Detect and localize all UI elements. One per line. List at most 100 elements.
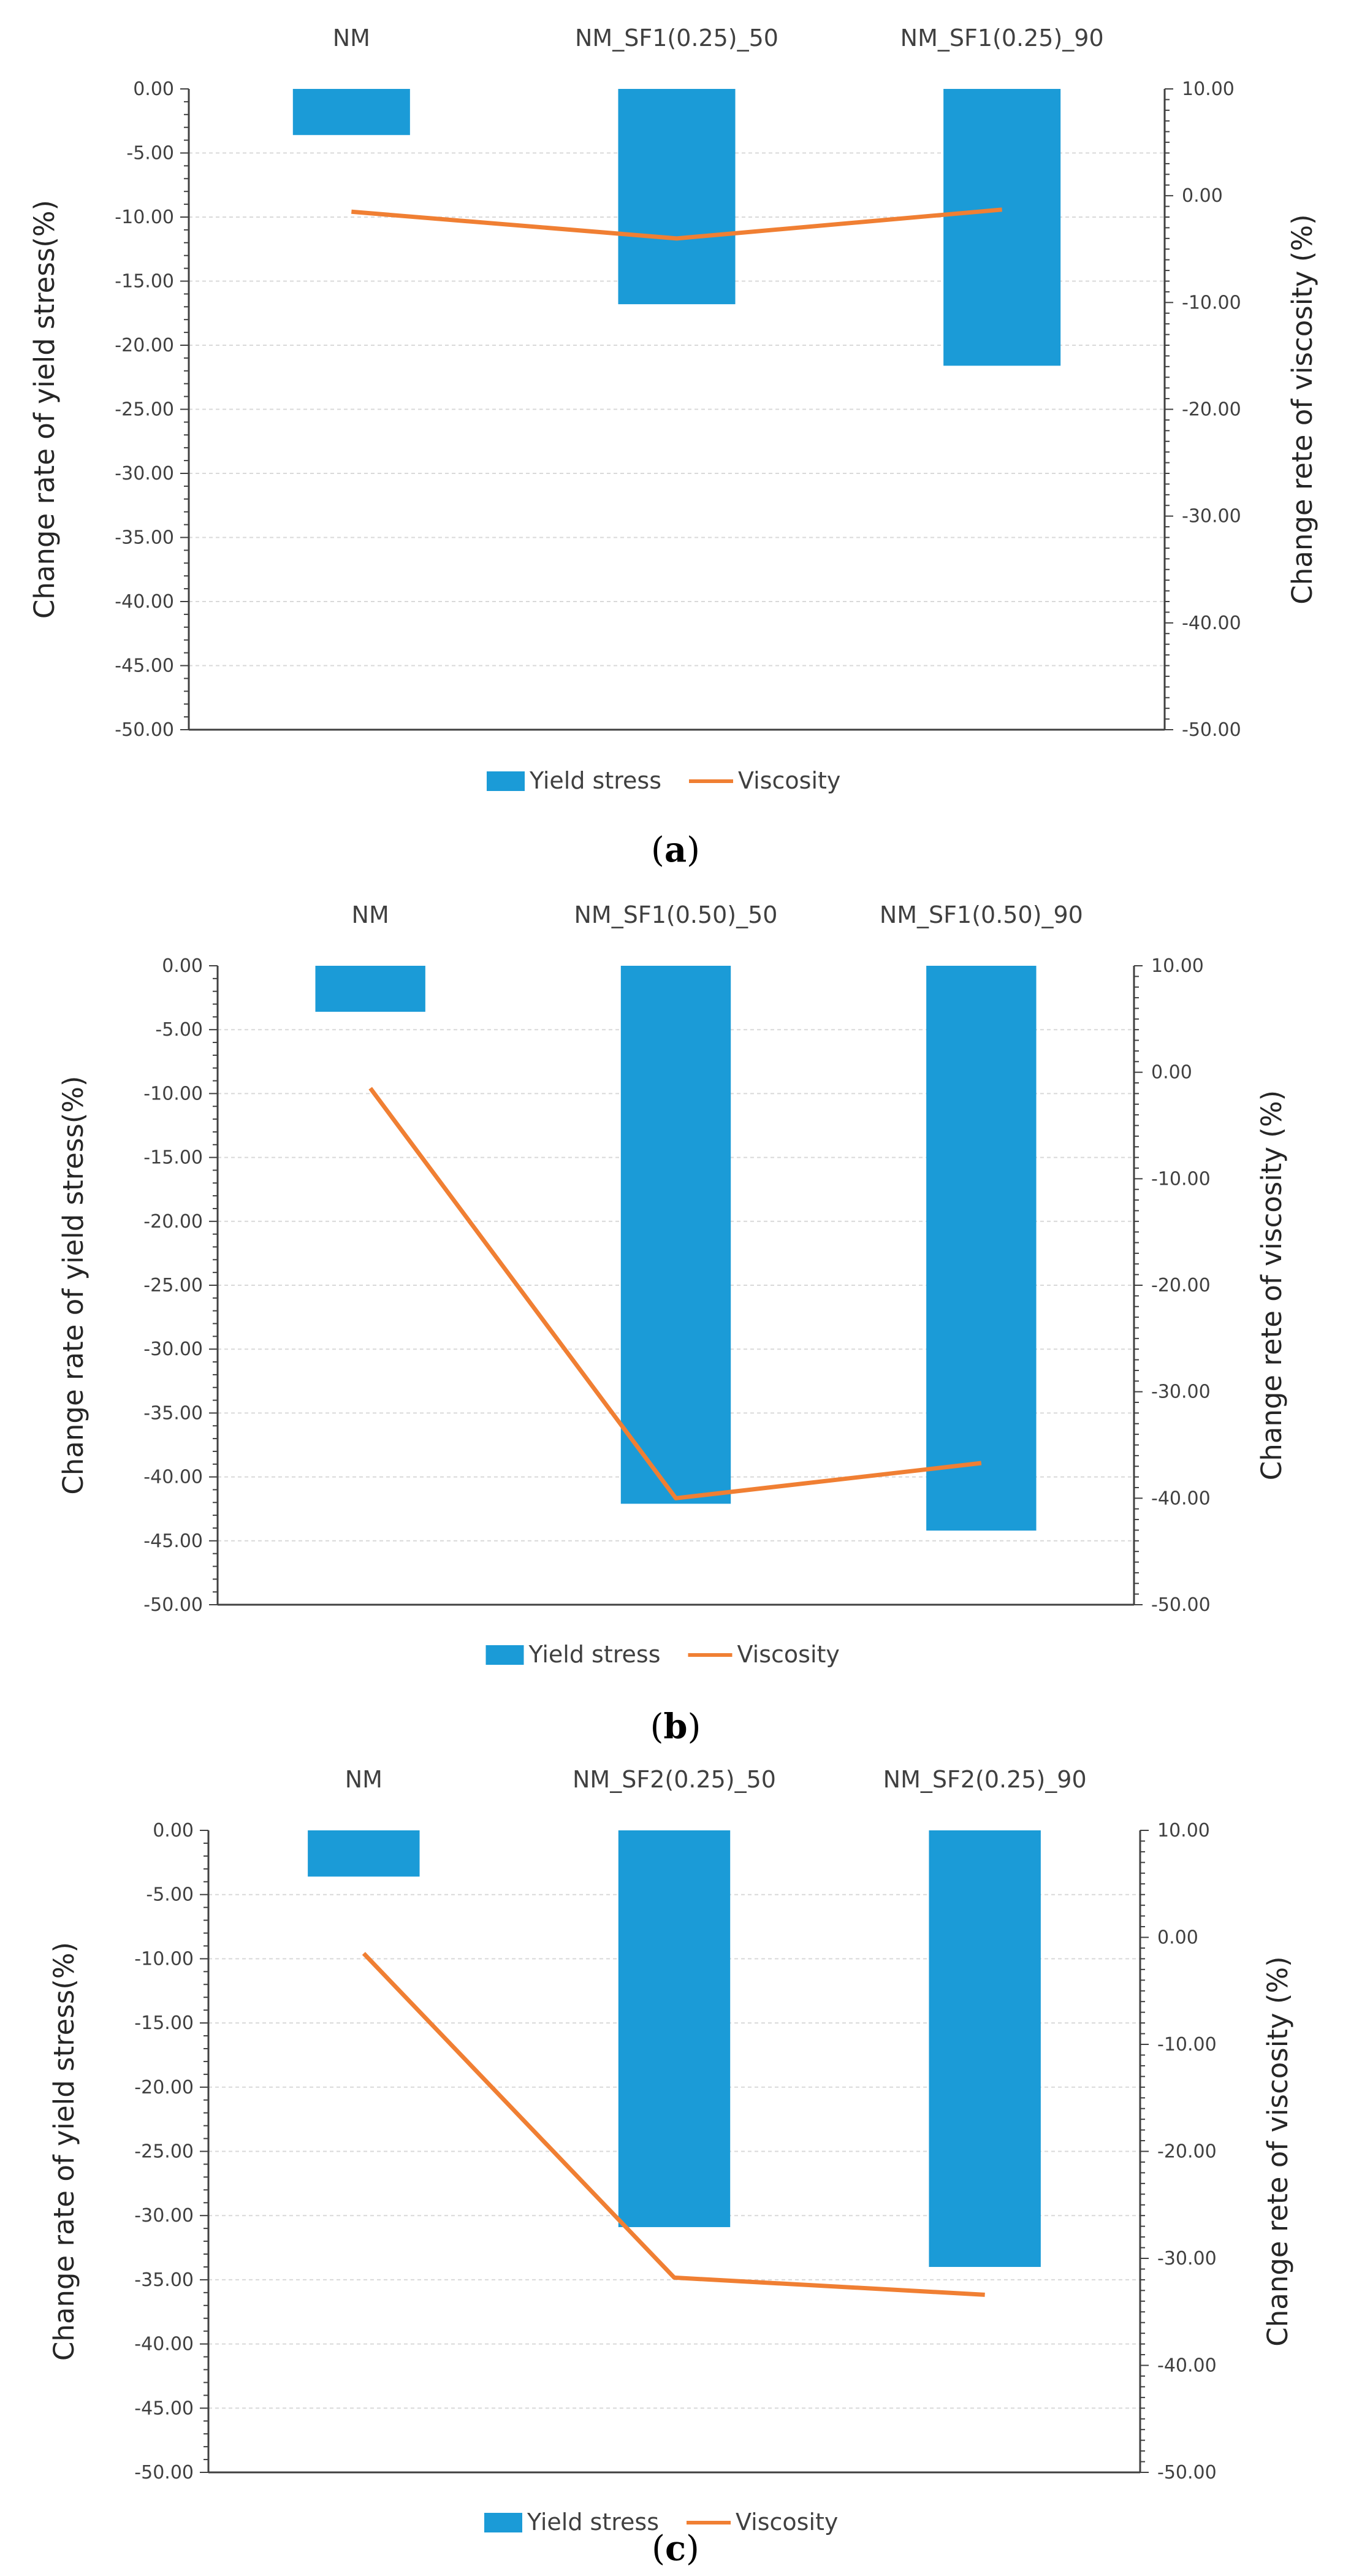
bar-yield-stress <box>315 966 425 1012</box>
y-axis-title: Change rate of yield stress(%) <box>28 200 61 619</box>
left-tick-label: -30.00 <box>134 2205 194 2226</box>
panel-label-close-paren: ) <box>687 830 700 870</box>
panel-label-close-paren: ) <box>688 1707 701 1747</box>
left-tick-label: 0.00 <box>162 955 203 977</box>
right-tick-label: -40.00 <box>1151 1488 1211 1509</box>
panel-label-close-paren: ) <box>686 2529 699 2569</box>
category-label: NM_SF1(0.25)_90 <box>900 25 1104 52</box>
chart-panel-a: 0.00 -5.00 -10.00 -15.00 -20.00 -25.00 -30.00 -… <box>28 25 1319 870</box>
right-tick-label: -10.00 <box>1151 1168 1211 1190</box>
y2-axis-title: Change rete of viscosity (%) <box>1286 214 1319 604</box>
y-axis-title: Change rate of yield stress(%) <box>57 1076 89 1494</box>
panel-label-open-paren: ( <box>651 830 664 870</box>
left-tick-label: -25.00 <box>143 1275 203 1296</box>
right-tick-label: -30.00 <box>1182 506 1241 527</box>
left-tick-label: -15.00 <box>134 2012 194 2034</box>
left-tick-label: -5.00 <box>126 143 174 164</box>
panel-label-open-paren: ( <box>652 2529 665 2569</box>
right-tick-label: -20.00 <box>1182 399 1241 421</box>
bar-yield-stress <box>620 966 731 1504</box>
left-tick-label: -40.00 <box>134 2334 194 2355</box>
left-tick-label: 0.00 <box>133 78 174 100</box>
bar-yield-stress <box>618 1830 731 2228</box>
left-tick-label: -35.00 <box>143 1402 203 1424</box>
right-tick-label: 0.00 <box>1182 185 1223 207</box>
right-tick-label: -30.00 <box>1157 2248 1217 2269</box>
left-tick-label: -30.00 <box>143 1339 203 1360</box>
left-tick-label: -20.00 <box>134 2077 194 2098</box>
y-axis-title: Change rate of yield stress(%) <box>48 1942 80 2361</box>
right-tick-label: -50.00 <box>1151 1594 1211 1616</box>
left-tick-label: -10.00 <box>134 1948 194 1970</box>
left-tick-label: -50.00 <box>115 719 174 741</box>
y2-axis-title: Change rete of viscosity (%) <box>1262 1956 1294 2346</box>
category-label: NM <box>345 1766 382 1793</box>
y2-axis-title: Change rete of viscosity (%) <box>1255 1090 1288 1480</box>
left-tick-label: -25.00 <box>134 2141 194 2163</box>
left-tick-label: -40.00 <box>143 1467 203 1488</box>
legend-label-viscosity: Viscosity <box>738 767 840 794</box>
left-tick-label: -10.00 <box>115 207 174 228</box>
left-tick-label: -35.00 <box>134 2269 194 2291</box>
bar-yield-stress <box>943 89 1061 366</box>
legend-swatch-yield-stress <box>487 771 525 791</box>
panel-label: (c) <box>652 2528 699 2569</box>
left-tick-label: -10.00 <box>143 1083 203 1104</box>
right-tick-label: -30.00 <box>1151 1382 1211 1403</box>
right-tick-label: -40.00 <box>1182 613 1241 634</box>
legend-swatch-yield-stress <box>484 2513 522 2532</box>
category-label: NM_SF1(0.50)_50 <box>574 901 778 928</box>
legend-swatch-yield-stress <box>485 1645 524 1665</box>
legend-label-yield-stress: Yield stress <box>528 1641 661 1668</box>
left-tick-label: -5.00 <box>146 1884 194 1906</box>
bar-yield-stress <box>929 1830 1041 2267</box>
right-tick-label: 0.00 <box>1151 1062 1192 1084</box>
left-tick-label: -20.00 <box>115 335 174 356</box>
bar-yield-stress <box>292 89 410 136</box>
bar-yield-stress <box>308 1830 420 1877</box>
chart-panel-b: 0.00 -5.00 -10.00 -15.00 -20.00 -25.00 -30.00 -… <box>57 901 1288 1747</box>
left-tick-label: 0.00 <box>153 1820 194 1841</box>
right-tick-label: -50.00 <box>1182 719 1241 741</box>
legend-label-viscosity: Viscosity <box>736 2509 838 2536</box>
left-tick-label: -30.00 <box>115 463 174 484</box>
legend-label-yield-stress: Yield stress <box>529 767 661 794</box>
bar-yield-stress <box>926 966 1037 1531</box>
left-tick-label: -5.00 <box>155 1019 203 1041</box>
left-tick-label: -50.00 <box>143 1594 203 1616</box>
category-label: NM_SF2(0.25)_90 <box>883 1766 1087 1793</box>
left-tick-label: -50.00 <box>134 2462 194 2483</box>
panel-label: (b) <box>650 1707 701 1747</box>
left-tick-label: -15.00 <box>115 271 174 292</box>
left-tick-label: -45.00 <box>115 655 174 677</box>
left-tick-label: -45.00 <box>143 1531 203 1552</box>
right-tick-label: 10.00 <box>1151 955 1204 977</box>
category-label: NM_SF1(0.25)_50 <box>575 25 778 52</box>
legend-label-yield-stress: Yield stress <box>527 2509 659 2536</box>
legend-label-viscosity: Viscosity <box>737 1641 840 1668</box>
right-tick-label: -20.00 <box>1157 2141 1217 2163</box>
left-tick-label: -35.00 <box>115 527 174 549</box>
panel-label-letter: c <box>665 2528 686 2569</box>
right-tick-label: -50.00 <box>1157 2462 1217 2483</box>
panel-label-letter: a <box>664 830 687 870</box>
right-tick-label: -10.00 <box>1182 292 1241 313</box>
left-tick-label: -40.00 <box>115 591 174 613</box>
category-label: NM_SF2(0.25)_50 <box>573 1766 776 1793</box>
right-tick-label: -20.00 <box>1151 1275 1211 1296</box>
right-tick-label: -40.00 <box>1157 2355 1217 2377</box>
left-tick-label: -20.00 <box>143 1211 203 1233</box>
right-tick-label: -10.00 <box>1157 2034 1217 2055</box>
left-tick-label: -45.00 <box>134 2398 194 2419</box>
category-label: NM <box>333 25 370 52</box>
right-tick-label: 0.00 <box>1157 1927 1198 1949</box>
panel-label-open-paren: ( <box>650 1707 664 1747</box>
bar-yield-stress <box>618 89 736 305</box>
panel-label: (a) <box>651 830 700 870</box>
right-tick-label: 10.00 <box>1182 78 1235 100</box>
left-tick-label: -25.00 <box>115 399 174 421</box>
left-tick-label: -15.00 <box>143 1147 203 1169</box>
chart-panel-c: 0.00 -5.00 -10.00 -15.00 -20.00 -25.00 -30.00 -… <box>48 1766 1294 2569</box>
category-label: NM <box>352 901 389 928</box>
